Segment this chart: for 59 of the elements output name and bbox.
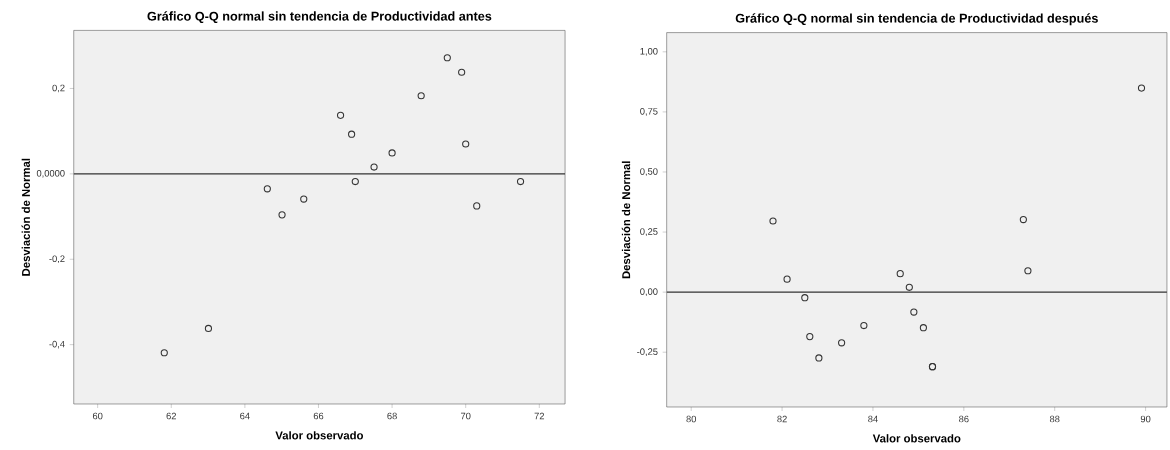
y-tick-label: 0,75 (640, 108, 658, 116)
point (388, 149, 396, 157)
x-axis-title: Valor observado (872, 434, 961, 443)
y-tick-label: -0,4 (49, 340, 65, 349)
x-tick-label: 80 (686, 415, 697, 423)
point (160, 349, 168, 357)
point (806, 332, 814, 341)
point (1137, 84, 1146, 92)
point (1024, 267, 1032, 275)
x-tick-label: 86 (959, 415, 969, 423)
point (783, 275, 791, 283)
point (417, 92, 425, 100)
x-tick-label: 66 (313, 412, 324, 420)
y-tick-label: 0,0000 (36, 170, 65, 178)
point (370, 163, 378, 171)
point (860, 321, 868, 330)
y-tick-label: 1,00 (640, 47, 658, 56)
x-tick-label: 84 (868, 415, 878, 423)
point (473, 202, 481, 210)
point (801, 294, 809, 302)
point (815, 354, 823, 362)
y-tick-label: -0,2 (49, 255, 65, 264)
point (300, 195, 308, 203)
point (336, 111, 345, 119)
y-tick-label: 0,2 (52, 84, 65, 93)
x-tick-label: 62 (166, 412, 176, 420)
point (838, 339, 846, 347)
point (263, 185, 271, 193)
y-axis-title: Desviación de Normal (621, 161, 631, 279)
x-tick-label: 64 (240, 412, 250, 420)
point (278, 211, 286, 219)
point (458, 68, 466, 76)
x-tick-label: 82 (777, 415, 787, 423)
point (910, 308, 918, 316)
point (351, 177, 359, 186)
point (769, 217, 777, 225)
point (516, 177, 525, 186)
x-tick-label: 88 (1049, 415, 1060, 423)
chart-title: Gráfico Q-Q normal sin tendencia de Productividad antes (147, 11, 492, 24)
x-tick-label: 72 (534, 412, 545, 420)
point (1019, 215, 1027, 224)
x-axis-title: Valor observado (275, 431, 364, 440)
y-axis-title: Desviación de Normal (21, 158, 30, 276)
y-tick-label: -0,25 (637, 348, 658, 357)
point (443, 54, 451, 62)
y-tick-label: 0,00 (640, 288, 658, 296)
x-tick-label: 68 (387, 412, 397, 420)
point (462, 140, 470, 148)
chart-title: Gráfico Q-Q normal sin tendencia de Productividad después (735, 13, 1098, 26)
y-tick-label: 0,50 (640, 168, 658, 176)
x-tick-label: 60 (92, 412, 103, 420)
y-tick-label: 0,25 (640, 228, 658, 236)
point (896, 270, 904, 278)
point (905, 283, 913, 291)
point (204, 324, 213, 333)
x-tick-label: 90 (1140, 415, 1151, 423)
x-tick-label: 70 (460, 412, 471, 420)
point (348, 130, 356, 138)
point (919, 324, 928, 332)
